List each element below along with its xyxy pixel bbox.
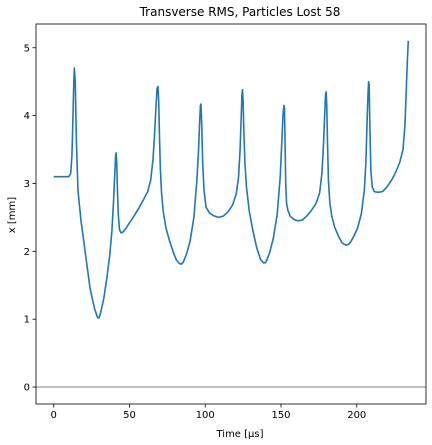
- y-tick-label: 3: [24, 179, 30, 190]
- series-line-0: [53, 40, 410, 319]
- x-tick-label: 150: [271, 410, 290, 421]
- y-axis-title: x [mm]: [7, 197, 18, 233]
- x-tick-label: 50: [123, 410, 136, 421]
- x-tick-label: 200: [347, 410, 366, 421]
- plot-frame: [35, 23, 427, 405]
- y-tick-label: 2: [24, 247, 30, 258]
- y-tick-label: 5: [24, 43, 30, 54]
- x-axis-title: Time [μs]: [215, 429, 263, 440]
- y-tick-label: 4: [24, 111, 30, 122]
- y-tick-label: 0: [24, 383, 30, 394]
- y-tick-label: 1: [24, 315, 30, 326]
- plot-area: 0 50 100 150 200 0 1 2 3 4 5: [24, 23, 427, 421]
- x-tick-label: 0: [51, 410, 57, 421]
- chart-title: Transverse RMS, Particles Lost 58: [139, 5, 341, 19]
- x-tick-label: 100: [196, 410, 215, 421]
